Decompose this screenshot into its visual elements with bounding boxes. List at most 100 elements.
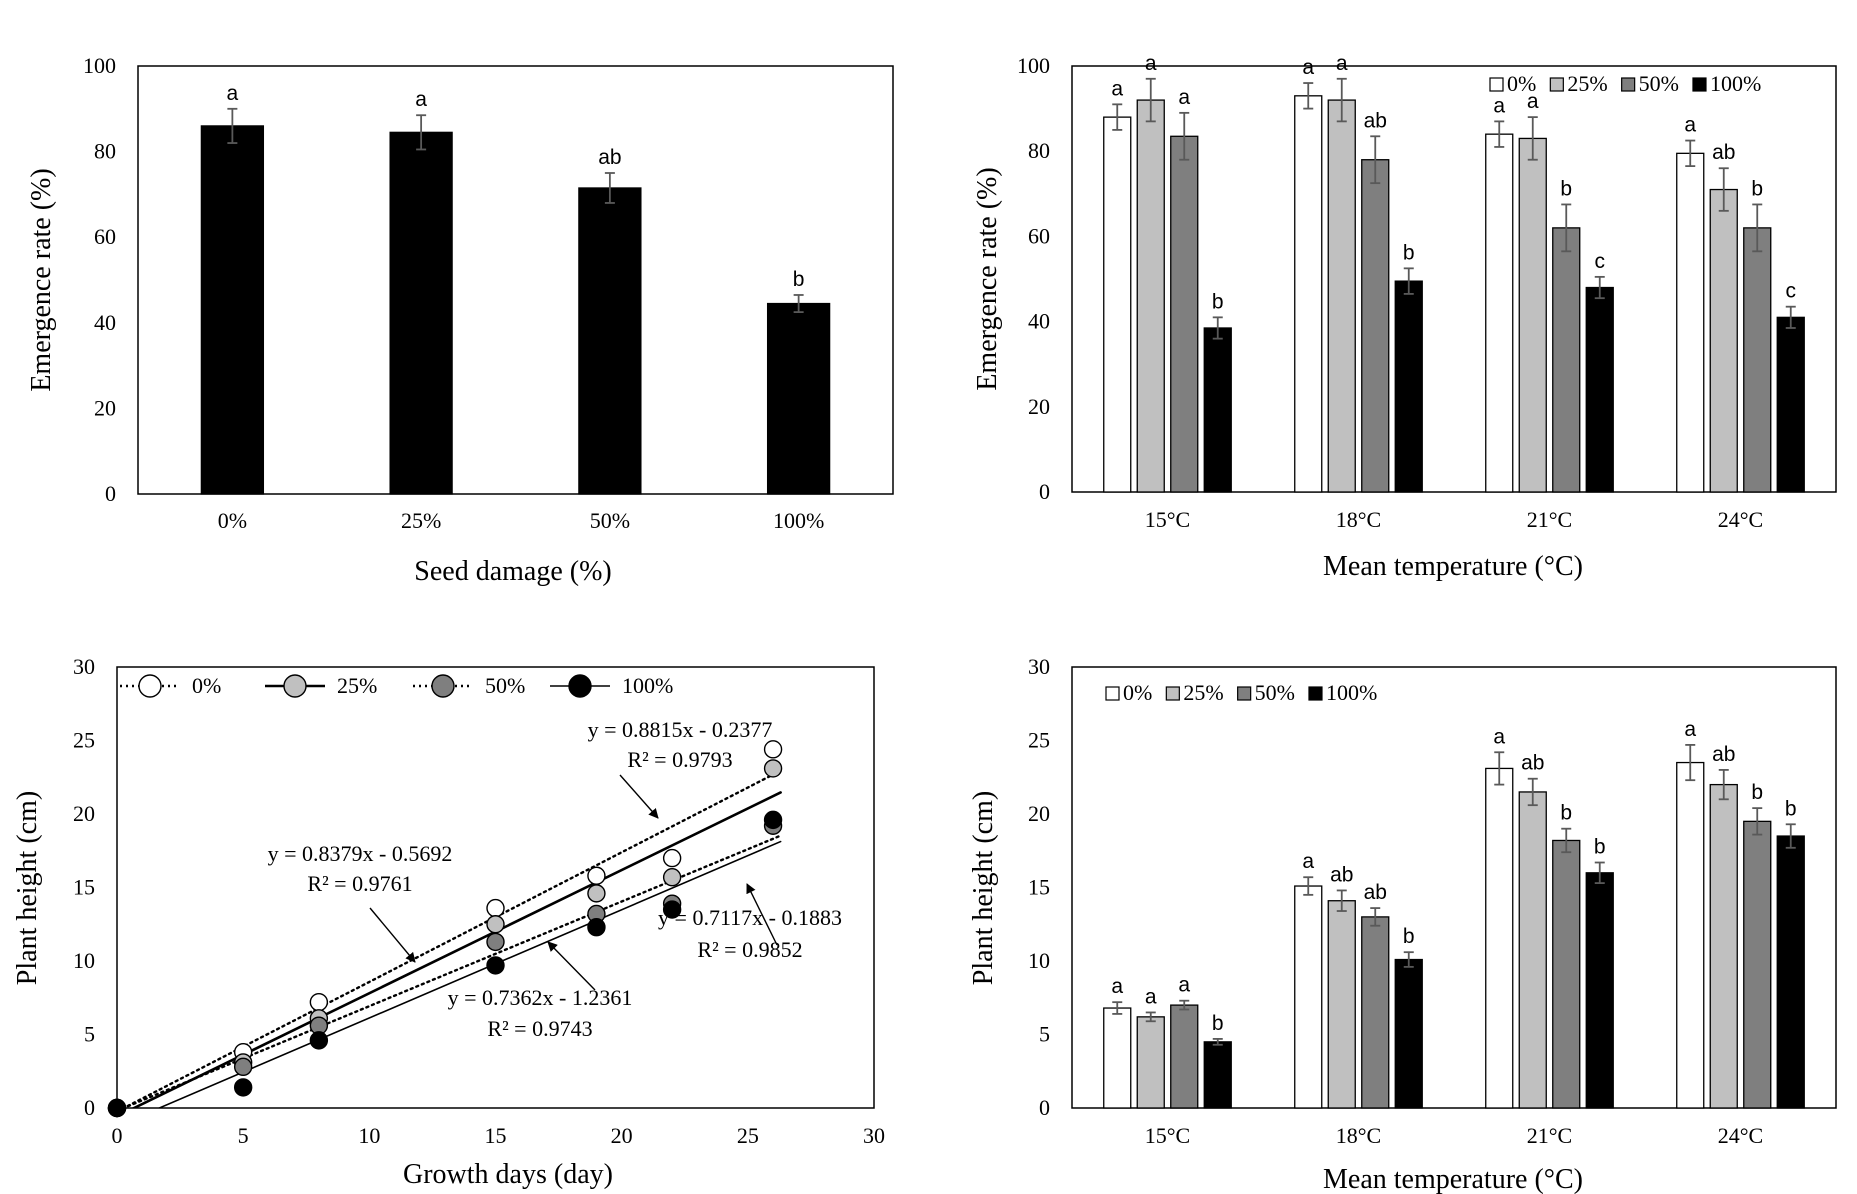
legend-label: 0% bbox=[1123, 680, 1152, 705]
bar bbox=[1327, 900, 1356, 1109]
significance-letter: a bbox=[1336, 52, 1348, 75]
significance-letter: a bbox=[1527, 90, 1539, 113]
x-tick-label: 15°C bbox=[1145, 1123, 1190, 1148]
y-tick-label: 15 bbox=[1028, 875, 1050, 900]
bar bbox=[1743, 227, 1772, 493]
significance-letter: b bbox=[1212, 1012, 1224, 1035]
y-tick-label: 40 bbox=[1028, 309, 1050, 334]
significance-letter: b bbox=[793, 268, 805, 291]
annotation-arrow bbox=[369, 907, 416, 963]
legend-label: 25% bbox=[1183, 680, 1223, 705]
significance-letter: a bbox=[1684, 114, 1696, 137]
data-point bbox=[763, 810, 783, 830]
data-point bbox=[662, 900, 682, 919]
legend-swatch bbox=[1489, 77, 1504, 92]
annotation-arrow bbox=[619, 774, 659, 819]
significance-letter: a bbox=[227, 82, 239, 105]
regression-line bbox=[121, 769, 782, 1108]
significance-letter: ab bbox=[598, 146, 621, 169]
x-tick-label: 18°C bbox=[1336, 1123, 1381, 1148]
legend-swatch bbox=[1549, 77, 1564, 92]
bar bbox=[1203, 327, 1232, 493]
bar bbox=[1743, 820, 1772, 1109]
legend-marker bbox=[283, 674, 307, 698]
y-tick-label: 25 bbox=[73, 728, 95, 753]
x-tick-label: 21°C bbox=[1527, 507, 1572, 532]
y-tick-label: 20 bbox=[94, 395, 116, 420]
bar bbox=[1361, 916, 1390, 1109]
plot-frame bbox=[137, 65, 894, 495]
data-point bbox=[486, 898, 505, 918]
data-point bbox=[587, 917, 606, 937]
legend-swatch bbox=[1308, 686, 1323, 701]
x-tick-label: 50% bbox=[590, 508, 630, 533]
regression-line bbox=[157, 840, 782, 1108]
y-tick-label: 0 bbox=[105, 481, 116, 506]
y-tick-label: 20 bbox=[1028, 801, 1050, 826]
y-tick-label: 60 bbox=[1028, 223, 1050, 248]
y-tick-label: 0 bbox=[1039, 479, 1050, 504]
x-tick-label: 25 bbox=[737, 1123, 759, 1148]
y-axis-title: Emergence rate (%) bbox=[972, 167, 1003, 390]
legend-swatch bbox=[1105, 686, 1120, 701]
regression-line bbox=[120, 834, 782, 1108]
significance-letter: c bbox=[1595, 250, 1606, 273]
legend-label: 0% bbox=[1507, 71, 1536, 96]
bar bbox=[200, 125, 265, 495]
bar bbox=[1294, 885, 1323, 1109]
annotation-arrow bbox=[746, 883, 778, 946]
legend-marker bbox=[568, 674, 592, 698]
legend-label: 50% bbox=[1639, 71, 1679, 96]
data-point bbox=[107, 1098, 127, 1118]
y-tick-label: 10 bbox=[73, 948, 95, 973]
data-point bbox=[587, 884, 606, 903]
significance-letter: ab bbox=[1330, 863, 1353, 886]
bar bbox=[1518, 791, 1547, 1109]
x-tick-label: 15°C bbox=[1145, 507, 1190, 532]
bar bbox=[766, 302, 831, 495]
legend-marker bbox=[138, 674, 162, 698]
legend-label: 100% bbox=[1326, 680, 1377, 705]
significance-letter: ab bbox=[1364, 109, 1387, 132]
legend-label: 25% bbox=[1567, 71, 1607, 96]
x-tick-label: 0% bbox=[218, 508, 247, 533]
significance-letter: a bbox=[1145, 52, 1157, 75]
significance-letter: b bbox=[1594, 836, 1606, 859]
x-tick-label: 21°C bbox=[1527, 1123, 1572, 1148]
significance-letter: a bbox=[415, 88, 427, 111]
legend-label: 50% bbox=[485, 673, 525, 698]
y-tick-label: 5 bbox=[84, 1022, 95, 1047]
bar bbox=[1518, 137, 1547, 493]
significance-letter: b bbox=[1751, 781, 1763, 804]
bar bbox=[1203, 1041, 1232, 1109]
y-axis-title: Plant height (cm) bbox=[968, 791, 999, 985]
bar bbox=[389, 131, 453, 495]
significance-letter: a bbox=[1302, 850, 1314, 873]
significance-letter: a bbox=[1493, 94, 1505, 117]
r-squared: R² = 0.9852 bbox=[697, 937, 802, 962]
r-squared: R² = 0.9761 bbox=[307, 871, 412, 896]
x-tick-label: 10 bbox=[358, 1123, 380, 1148]
regression-equation: y = 0.7362x - 1.2361 bbox=[448, 985, 633, 1010]
significance-letter: a bbox=[1302, 56, 1314, 79]
regression-equation: y = 0.7117x - 0.1883 bbox=[658, 905, 842, 930]
chart-panel-1: 0 20 40 60 80 100 Mean temperature (°C) Emergen… bbox=[972, 52, 1837, 582]
r-squared: R² = 0.9793 bbox=[627, 747, 732, 772]
y-tick-label: 0 bbox=[84, 1095, 95, 1120]
significance-letter: a bbox=[1111, 77, 1123, 100]
data-point bbox=[662, 868, 682, 887]
bar bbox=[1776, 316, 1805, 493]
data-point bbox=[309, 1031, 329, 1050]
data-point bbox=[763, 740, 783, 759]
bar bbox=[1676, 152, 1705, 493]
x-axis-title: Mean temperature (°C) bbox=[1323, 1164, 1583, 1194]
regression-equation: y = 0.8379x - 0.5692 bbox=[268, 841, 453, 866]
r-squared: R² = 0.9743 bbox=[487, 1016, 592, 1041]
bar bbox=[1709, 188, 1738, 493]
bar bbox=[1585, 286, 1614, 493]
data-point bbox=[309, 992, 329, 1012]
bar bbox=[1485, 133, 1514, 493]
data-point bbox=[233, 1057, 253, 1077]
regression-line bbox=[131, 791, 782, 1108]
